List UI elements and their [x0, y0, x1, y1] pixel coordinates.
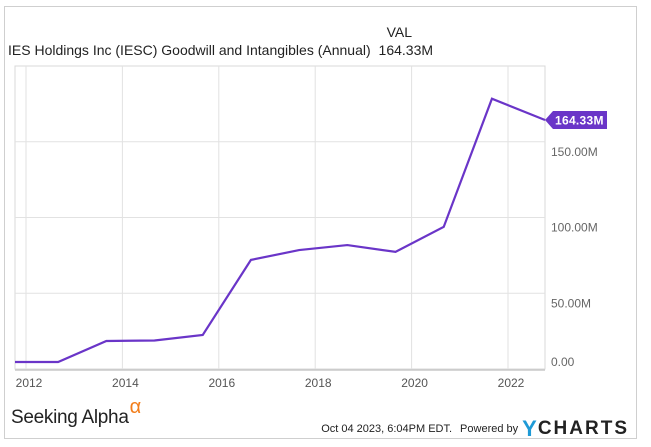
svg-text:2012: 2012	[16, 376, 43, 390]
series-line	[15, 97, 546, 364]
series-title-row: IES Holdings Inc (IESC) Goodwill and Int…	[8, 42, 433, 58]
svg-text:150.00M: 150.00M	[551, 145, 598, 159]
brand-name: Seeking Alpha	[11, 407, 129, 428]
alpha-icon: α	[129, 396, 142, 418]
y-axis-labels: 0.00 50.00M 100.00M 150.00M	[551, 145, 598, 369]
svg-text:2018: 2018	[305, 376, 332, 390]
badge-arrow-shape	[545, 111, 607, 130]
chart-frame	[4, 6, 637, 439]
powered-by-label: Powered by	[460, 423, 519, 435]
last-value-badge: 164.33M	[545, 111, 607, 130]
svg-text:50.00M: 50.00M	[551, 296, 591, 310]
svg-text:100.00M: 100.00M	[551, 221, 598, 235]
badge-value: 164.33M	[555, 114, 604, 128]
ycharts-wordmark: CHARTS	[537, 418, 629, 439]
grid-lines	[14, 65, 546, 371]
timestamp: Oct 04 2023, 6:04PM EDT.	[321, 423, 453, 435]
svg-text:2020: 2020	[401, 376, 428, 390]
svg-text:2016: 2016	[208, 376, 235, 390]
svg-text:2014: 2014	[112, 376, 139, 390]
x-axis-labels: 2012 2014 2016 2018 2020 2022	[16, 376, 525, 390]
series-current-value: 164.33M	[378, 42, 434, 58]
seeking-alpha-logo: Seeking Alphaα	[11, 396, 141, 429]
series-title: IES Holdings Inc (IESC) Goodwill and Int…	[8, 42, 371, 58]
svg-text:2022: 2022	[498, 376, 525, 390]
svg-text:0.00: 0.00	[551, 355, 575, 369]
attribution: Oct 04 2023, 6:04PM EDT. Powered by Y CHA…	[321, 416, 629, 442]
value-column-header: VAL	[386, 24, 412, 40]
ycharts-y-icon: Y	[522, 416, 537, 441]
ycharts-logo: Y CHARTS	[522, 416, 629, 442]
